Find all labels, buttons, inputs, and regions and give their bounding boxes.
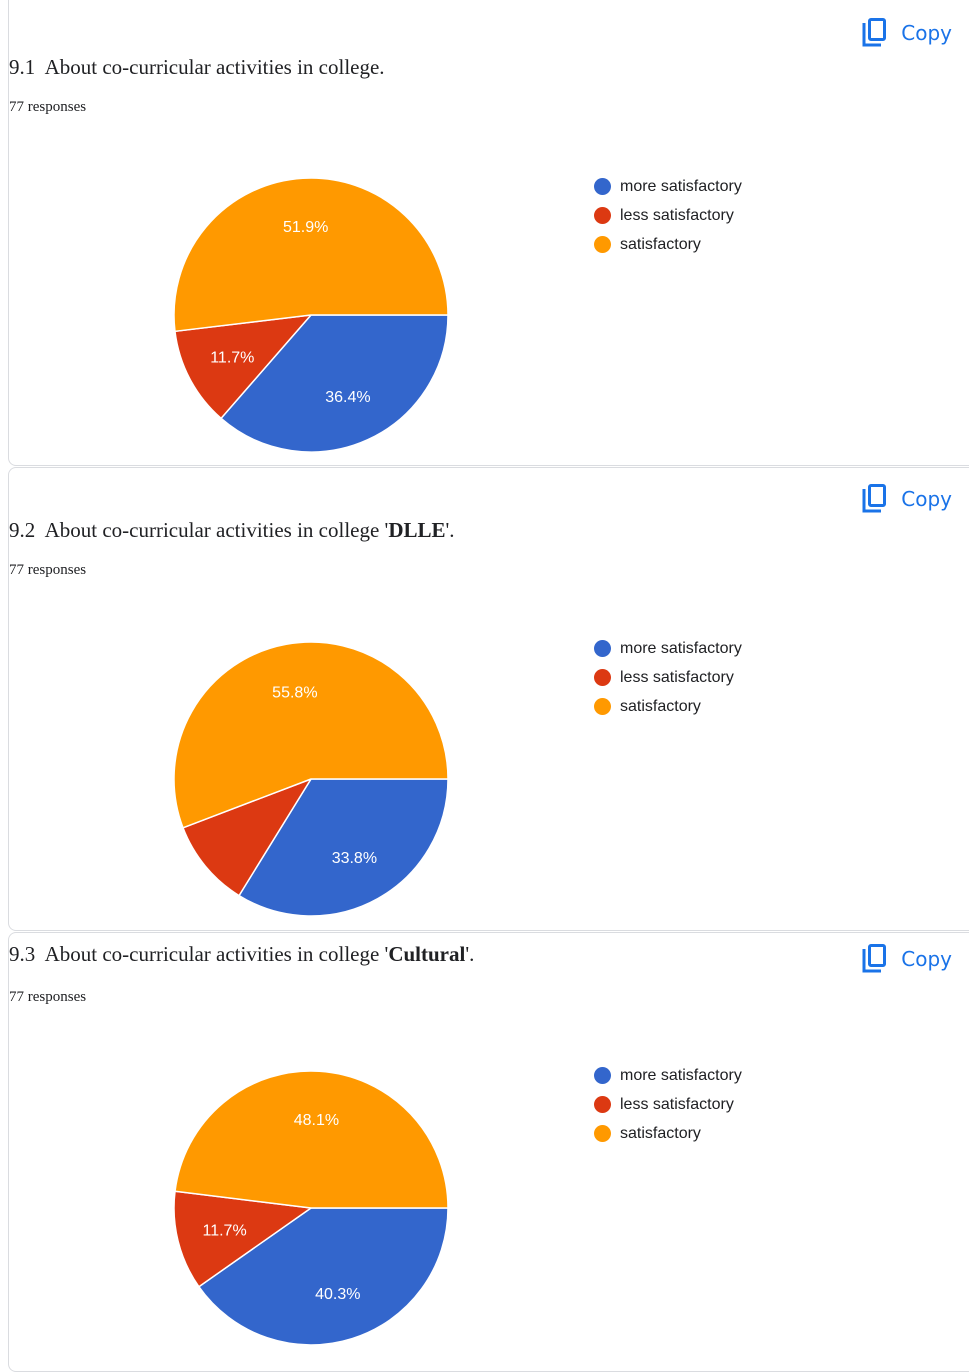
legend-dot-satisfactory [594,698,611,715]
legend-dot-more-satisfactory [594,1067,611,1084]
question-card-9-3: Copy 9.3 About co-curricular activities … [8,932,969,1372]
question-text-suffix: '. [445,518,455,542]
legend-label: more satisfactory [620,1066,742,1084]
question-title: 9.1 About co-curricular activities in co… [9,55,385,80]
question-title: 9.2 About co-curricular activities in co… [9,518,455,543]
pie-slice-satisfactory[interactable] [173,177,449,333]
question-title: 9.3 About co-curricular activities in co… [9,942,474,967]
pie-slice-more-satisfactory[interactable] [219,314,449,453]
legend-dot-satisfactory [594,236,611,253]
slice-label-more-satisfactory: 33.8% [332,850,377,867]
pie-chart: 40.3% 11.7% 48.1% [173,1070,449,1346]
legend-dot-less-satisfactory [594,669,611,686]
slice-label-satisfactory: 48.1% [294,1112,339,1129]
legend-label: satisfactory [620,235,701,253]
legend-item[interactable]: less satisfactory [594,201,742,230]
legend: more satisfactory less satisfactory sati… [594,634,742,721]
question-text-bold: Cultural [388,942,466,966]
legend-dot-less-satisfactory [594,1096,611,1113]
slice-label-satisfactory: 55.8% [272,684,317,701]
question-text-bold: DLLE [388,518,446,542]
legend-label: less satisfactory [620,1095,734,1113]
legend-label: more satisfactory [620,639,742,657]
copy-label: Copy [901,487,952,511]
pie-slice-satisfactory[interactable] [174,1070,449,1209]
question-card-9-2: Copy 9.2 About co-curricular activities … [8,467,969,931]
copy-button[interactable]: Copy [861,484,952,514]
legend-label: satisfactory [620,1124,701,1142]
response-count: 77 responses [9,562,87,578]
legend-item[interactable]: more satisfactory [594,1061,742,1090]
legend-dot-less-satisfactory [594,207,611,224]
legend-item[interactable]: more satisfactory [594,172,742,201]
slice-label-more-satisfactory: 36.4% [325,389,370,406]
copy-button[interactable]: Copy [861,944,952,974]
pie-slice-less-satisfactory[interactable] [173,1190,314,1288]
legend-item[interactable]: satisfactory [594,1119,742,1148]
legend-item[interactable]: satisfactory [594,230,742,259]
pie-slice-more-satisfactory[interactable] [238,778,449,917]
legend-label: satisfactory [620,697,701,715]
legend-item[interactable]: less satisfactory [594,663,742,692]
legend-dot-more-satisfactory [594,178,611,195]
legend-dot-satisfactory [594,1125,611,1142]
pie-slice-more-satisfactory[interactable] [197,1207,449,1346]
legend-label: less satisfactory [620,206,734,224]
legend: more satisfactory less satisfactory sati… [594,172,742,259]
slice-label-less-satisfactory: 11.7% [203,1223,247,1240]
copy-icon [862,18,887,47]
pie-chart: 36.4% 11.7% 51.9% [173,177,449,453]
legend-item[interactable]: satisfactory [594,692,742,721]
pie-slice-less-satisfactory[interactable] [182,777,313,897]
legend-item[interactable]: less satisfactory [594,1090,742,1119]
legend-dot-more-satisfactory [594,640,611,657]
question-text-suffix: '. [465,942,475,966]
legend-label: less satisfactory [620,668,734,686]
question-card-9-1: Copy 9.1 About co-curricular activities … [8,0,969,466]
question-number: 9.3 [9,942,36,966]
copy-icon [862,944,887,973]
slice-label-satisfactory: 51.9% [283,219,328,236]
response-count: 77 responses [9,99,87,115]
copy-label: Copy [901,21,952,45]
question-text: About co-curricular activities in colleg… [44,518,389,542]
slice-label-more-satisfactory: 40.3% [315,1286,360,1303]
copy-icon [862,484,887,513]
question-number: 9.1 [9,55,36,79]
question-text: About co-curricular activities in colleg… [44,55,385,79]
copy-label: Copy [901,947,952,971]
pie-chart: 33.8% 55.8% [173,641,449,917]
pie-slice-less-satisfactory[interactable] [174,314,313,420]
response-count: 77 responses [9,989,87,1005]
question-number: 9.2 [9,518,36,542]
legend: more satisfactory less satisfactory sati… [594,1061,742,1148]
copy-button[interactable]: Copy [861,18,952,48]
legend-item[interactable]: more satisfactory [594,634,742,663]
legend-label: more satisfactory [620,177,742,195]
question-text: About co-curricular activities in colleg… [44,942,389,966]
slice-label-less-satisfactory: 11.7% [210,350,254,367]
pie-slice-satisfactory[interactable] [173,641,449,829]
